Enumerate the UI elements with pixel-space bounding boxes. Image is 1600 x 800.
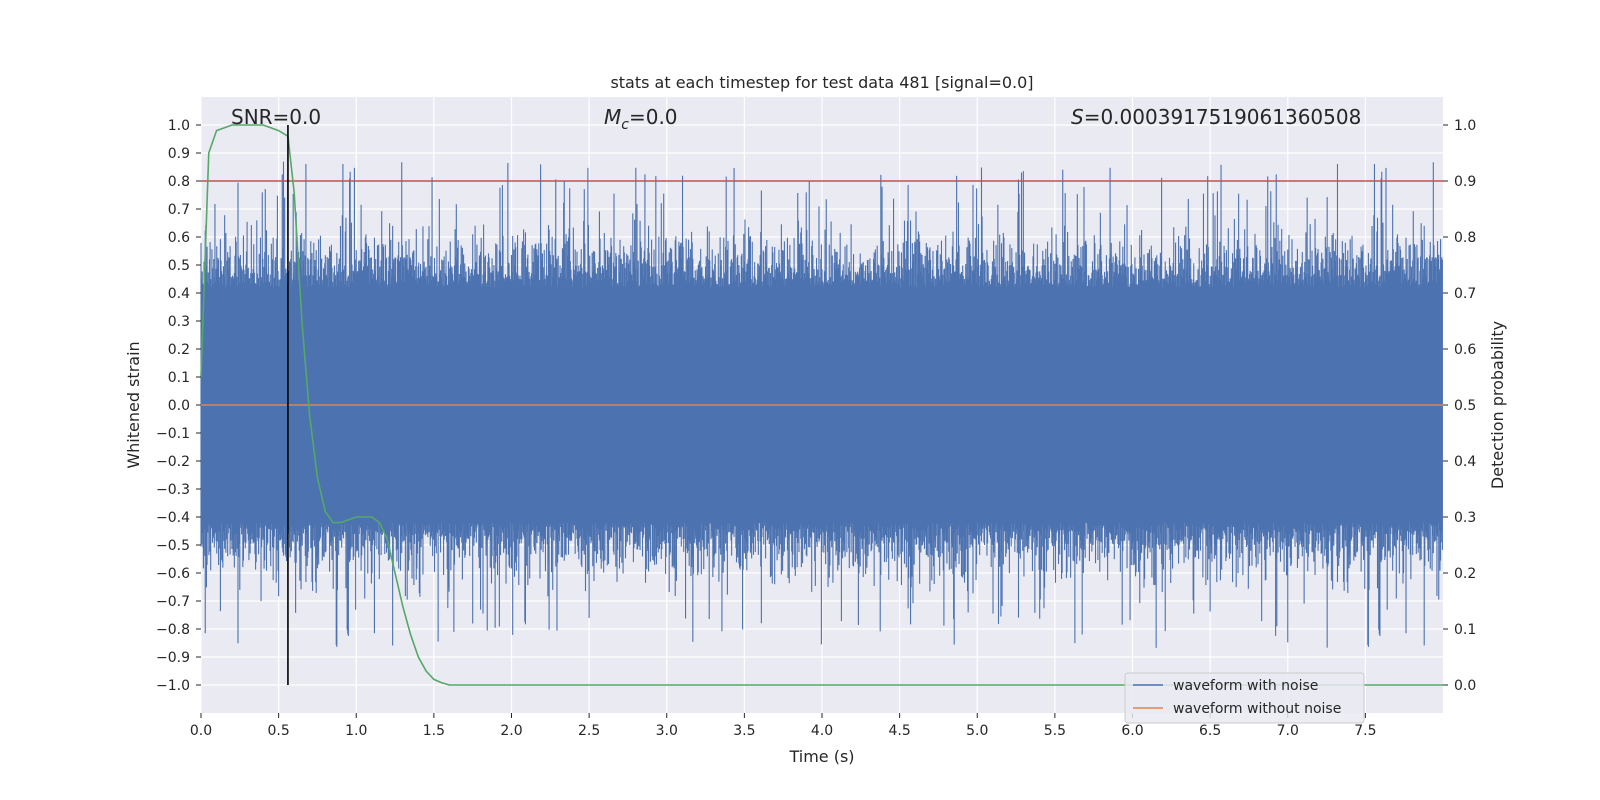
y-tick-label: 0.8 <box>168 174 190 190</box>
y-tick-label: 0.1 <box>168 370 190 386</box>
legend-label-waveform-with-noise: waveform with noise <box>1173 678 1318 694</box>
x-axis-label: Time (s) <box>788 747 854 766</box>
x-tick-label: 2.5 <box>578 723 600 739</box>
y2-tick-label: 0.8 <box>1454 230 1476 246</box>
mc-annotation: Mc=0.0 <box>604 105 678 133</box>
legend: waveform with noise waveform without noi… <box>1124 672 1365 724</box>
x-tick-label: 6.5 <box>1199 723 1221 739</box>
y-tick-label: −1.0 <box>156 678 190 694</box>
y-tick-label: 0.2 <box>168 342 190 358</box>
y-axis-label: Whitened strain <box>124 341 143 468</box>
y2-tick-label: 0.0 <box>1454 678 1476 694</box>
y-tick-label: 1.0 <box>168 118 190 134</box>
y-tick-label: −0.2 <box>156 454 190 470</box>
detection-probability-line <box>200 124 1443 686</box>
x-tick-label: 1.5 <box>423 723 445 739</box>
y-axis-right: 1.0 0.9 0.8 0.7 0.6 0.5 0.4 0.3 0.2 0.1 0.0 <box>1443 118 1476 694</box>
y2-tick-label: 0.9 <box>1454 174 1476 190</box>
legend-box <box>1124 672 1365 724</box>
y-tick-label: −0.4 <box>156 510 190 526</box>
x-tick-label: 4.5 <box>888 723 910 739</box>
mc-subscript: c <box>621 117 629 133</box>
x-tick-label: 2.0 <box>500 723 522 739</box>
mc-symbol: M <box>604 105 621 129</box>
x-tick-label: 7.5 <box>1354 723 1376 739</box>
y-tick-label: 0.3 <box>168 314 190 330</box>
y-tick-label: −0.7 <box>156 594 190 610</box>
y2-tick-label: 0.7 <box>1454 286 1476 302</box>
s-value: =0.0003917519061360508 <box>1084 105 1362 129</box>
y2-tick-label: 0.4 <box>1454 454 1476 470</box>
snr-annotation: SNR=0.0 <box>231 105 321 129</box>
y-tick-label: −0.8 <box>156 622 190 638</box>
x-tick-label: 5.5 <box>1044 723 1066 739</box>
x-tick-label: 6.0 <box>1121 723 1143 739</box>
series-lines <box>200 124 1443 686</box>
x-tick-label: 7.0 <box>1277 723 1299 739</box>
y-tick-label: −0.3 <box>156 482 190 498</box>
x-tick-label: 1.0 <box>345 723 367 739</box>
y-tick-label: 0.6 <box>168 230 190 246</box>
y-tick-label: 0.5 <box>168 258 190 274</box>
x-tick-label: 3.5 <box>733 723 755 739</box>
y2-tick-label: 0.3 <box>1454 510 1476 526</box>
y2-axis-label: Detection probability <box>1488 321 1507 489</box>
legend-label-waveform-without-noise: waveform without noise <box>1173 701 1341 717</box>
y2-tick-label: 0.1 <box>1454 622 1476 638</box>
x-tick-label: 4.0 <box>811 723 833 739</box>
x-tick-label: 3.0 <box>656 723 678 739</box>
x-tick-label: 5.0 <box>966 723 988 739</box>
y2-tick-label: 1.0 <box>1454 118 1476 134</box>
y-tick-label: −0.5 <box>156 538 190 554</box>
x-tick-label: 0.5 <box>267 723 289 739</box>
y2-tick-label: 0.5 <box>1454 398 1476 414</box>
y-tick-label: 0.9 <box>168 146 190 162</box>
y-tick-label: −0.9 <box>156 650 190 666</box>
s-symbol: S <box>1071 105 1084 129</box>
y-tick-label: −0.1 <box>156 426 190 442</box>
s-annotation: S=0.0003917519061360508 <box>1071 105 1361 129</box>
y-tick-label: 0.0 <box>168 398 190 414</box>
y-axis-left: 1.0 0.9 0.8 0.7 0.6 0.5 0.4 0.3 0.2 0.1 0.0 −0.1 −0.… <box>156 118 201 694</box>
chart-title: stats at each timestep for test data 481… <box>610 73 1033 92</box>
mc-value: =0.0 <box>629 105 678 129</box>
y2-tick-label: 0.6 <box>1454 342 1476 358</box>
y-tick-label: 0.4 <box>168 286 190 302</box>
x-tick-label: 0.0 <box>190 723 212 739</box>
y2-tick-label: 0.2 <box>1454 566 1476 582</box>
y-tick-label: 0.7 <box>168 202 190 218</box>
x-axis: 0.0 0.5 1.0 1.5 2.0 2.5 3.0 3.5 4.0 4.5 5.0 5.5 6.0 6… <box>190 713 1377 739</box>
y-tick-label: −0.6 <box>156 566 190 582</box>
